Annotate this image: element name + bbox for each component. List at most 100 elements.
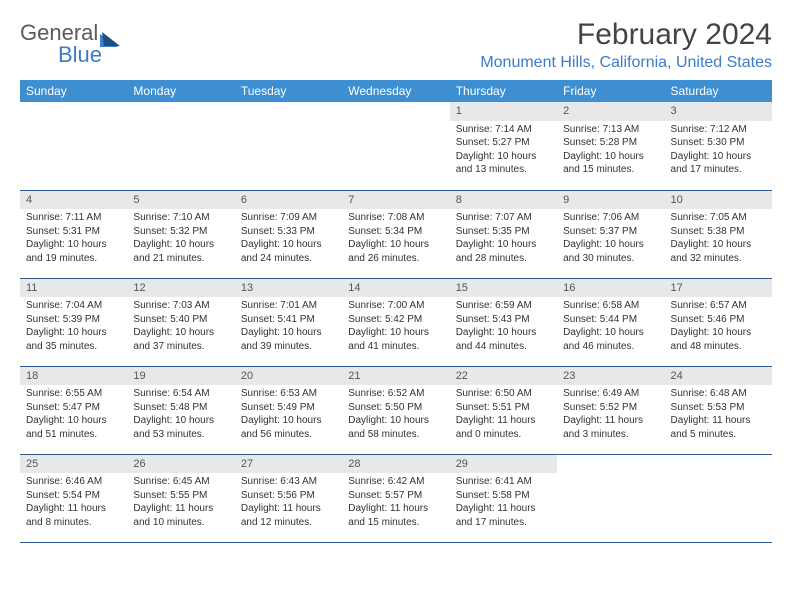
calendar-cell: 7Sunrise: 7:08 AMSunset: 5:34 PMDaylight…	[342, 190, 449, 278]
day-details: Sunrise: 7:05 AMSunset: 5:38 PMDaylight:…	[665, 209, 772, 269]
calendar-cell: 17Sunrise: 6:57 AMSunset: 5:46 PMDayligh…	[665, 278, 772, 366]
day-header: Thursday	[450, 80, 557, 102]
calendar-cell	[665, 454, 772, 542]
day-number: 5	[127, 191, 234, 210]
day-details: Sunrise: 7:13 AMSunset: 5:28 PMDaylight:…	[557, 121, 664, 181]
day-header-row: SundayMondayTuesdayWednesdayThursdayFrid…	[20, 80, 772, 102]
day-details: Sunrise: 7:08 AMSunset: 5:34 PMDaylight:…	[342, 209, 449, 269]
calendar-cell: 16Sunrise: 6:58 AMSunset: 5:44 PMDayligh…	[557, 278, 664, 366]
calendar-cell: 15Sunrise: 6:59 AMSunset: 5:43 PMDayligh…	[450, 278, 557, 366]
day-details: Sunrise: 7:00 AMSunset: 5:42 PMDaylight:…	[342, 297, 449, 357]
day-details: Sunrise: 6:59 AMSunset: 5:43 PMDaylight:…	[450, 297, 557, 357]
calendar-week: 11Sunrise: 7:04 AMSunset: 5:39 PMDayligh…	[20, 278, 772, 366]
calendar-cell	[235, 102, 342, 190]
day-details: Sunrise: 7:03 AMSunset: 5:40 PMDaylight:…	[127, 297, 234, 357]
day-header: Saturday	[665, 80, 772, 102]
calendar-cell: 21Sunrise: 6:52 AMSunset: 5:50 PMDayligh…	[342, 366, 449, 454]
day-number: 23	[557, 367, 664, 386]
calendar-cell: 23Sunrise: 6:49 AMSunset: 5:52 PMDayligh…	[557, 366, 664, 454]
day-number: 7	[342, 191, 449, 210]
day-details: Sunrise: 6:54 AMSunset: 5:48 PMDaylight:…	[127, 385, 234, 445]
brand-triangle-icon	[100, 31, 120, 46]
day-details: Sunrise: 6:52 AMSunset: 5:50 PMDaylight:…	[342, 385, 449, 445]
calendar-cell: 4Sunrise: 7:11 AMSunset: 5:31 PMDaylight…	[20, 190, 127, 278]
day-number: 14	[342, 279, 449, 298]
calendar-cell: 13Sunrise: 7:01 AMSunset: 5:41 PMDayligh…	[235, 278, 342, 366]
calendar-cell: 1Sunrise: 7:14 AMSunset: 5:27 PMDaylight…	[450, 102, 557, 190]
calendar-head: SundayMondayTuesdayWednesdayThursdayFrid…	[20, 80, 772, 102]
day-number: 9	[557, 191, 664, 210]
calendar-cell: 25Sunrise: 6:46 AMSunset: 5:54 PMDayligh…	[20, 454, 127, 542]
calendar-cell: 2Sunrise: 7:13 AMSunset: 5:28 PMDaylight…	[557, 102, 664, 190]
calendar-cell	[342, 102, 449, 190]
day-number: 1	[450, 102, 557, 121]
day-number: 15	[450, 279, 557, 298]
calendar-cell: 19Sunrise: 6:54 AMSunset: 5:48 PMDayligh…	[127, 366, 234, 454]
day-number: 13	[235, 279, 342, 298]
calendar-cell: 14Sunrise: 7:00 AMSunset: 5:42 PMDayligh…	[342, 278, 449, 366]
day-number: 6	[235, 191, 342, 210]
day-number: 10	[665, 191, 772, 210]
day-header: Sunday	[20, 80, 127, 102]
day-details: Sunrise: 7:04 AMSunset: 5:39 PMDaylight:…	[20, 297, 127, 357]
day-details: Sunrise: 7:12 AMSunset: 5:30 PMDaylight:…	[665, 121, 772, 181]
location-text: Monument Hills, California, United State…	[480, 54, 772, 72]
day-number: 17	[665, 279, 772, 298]
calendar-week: 18Sunrise: 6:55 AMSunset: 5:47 PMDayligh…	[20, 366, 772, 454]
day-number: 24	[665, 367, 772, 386]
calendar-cell: 29Sunrise: 6:41 AMSunset: 5:58 PMDayligh…	[450, 454, 557, 542]
day-header: Friday	[557, 80, 664, 102]
calendar-cell: 6Sunrise: 7:09 AMSunset: 5:33 PMDaylight…	[235, 190, 342, 278]
calendar-cell: 27Sunrise: 6:43 AMSunset: 5:56 PMDayligh…	[235, 454, 342, 542]
month-title: February 2024	[480, 18, 772, 52]
day-header: Monday	[127, 80, 234, 102]
day-header: Wednesday	[342, 80, 449, 102]
day-number: 27	[235, 455, 342, 474]
calendar-cell: 9Sunrise: 7:06 AMSunset: 5:37 PMDaylight…	[557, 190, 664, 278]
day-details: Sunrise: 7:11 AMSunset: 5:31 PMDaylight:…	[20, 209, 127, 269]
day-number: 8	[450, 191, 557, 210]
day-number: 19	[127, 367, 234, 386]
calendar-cell: 11Sunrise: 7:04 AMSunset: 5:39 PMDayligh…	[20, 278, 127, 366]
calendar-cell: 3Sunrise: 7:12 AMSunset: 5:30 PMDaylight…	[665, 102, 772, 190]
day-details: Sunrise: 6:48 AMSunset: 5:53 PMDaylight:…	[665, 385, 772, 445]
calendar-week: 4Sunrise: 7:11 AMSunset: 5:31 PMDaylight…	[20, 190, 772, 278]
day-number: 22	[450, 367, 557, 386]
calendar-cell	[127, 102, 234, 190]
calendar-cell: 10Sunrise: 7:05 AMSunset: 5:38 PMDayligh…	[665, 190, 772, 278]
calendar-cell: 24Sunrise: 6:48 AMSunset: 5:53 PMDayligh…	[665, 366, 772, 454]
day-details: Sunrise: 6:43 AMSunset: 5:56 PMDaylight:…	[235, 473, 342, 533]
calendar-cell: 20Sunrise: 6:53 AMSunset: 5:49 PMDayligh…	[235, 366, 342, 454]
day-details: Sunrise: 6:45 AMSunset: 5:55 PMDaylight:…	[127, 473, 234, 533]
day-details: Sunrise: 6:53 AMSunset: 5:49 PMDaylight:…	[235, 385, 342, 445]
day-number: 29	[450, 455, 557, 474]
day-number: 21	[342, 367, 449, 386]
brand-part2: Blue	[58, 42, 102, 68]
calendar-week: 1Sunrise: 7:14 AMSunset: 5:27 PMDaylight…	[20, 102, 772, 190]
day-details: Sunrise: 6:58 AMSunset: 5:44 PMDaylight:…	[557, 297, 664, 357]
day-details: Sunrise: 6:49 AMSunset: 5:52 PMDaylight:…	[557, 385, 664, 445]
day-number: 26	[127, 455, 234, 474]
calendar-table: SundayMondayTuesdayWednesdayThursdayFrid…	[20, 80, 772, 543]
day-number: 4	[20, 191, 127, 210]
day-details: Sunrise: 7:09 AMSunset: 5:33 PMDaylight:…	[235, 209, 342, 269]
day-number: 3	[665, 102, 772, 121]
day-details: Sunrise: 6:50 AMSunset: 5:51 PMDaylight:…	[450, 385, 557, 445]
calendar-cell: 8Sunrise: 7:07 AMSunset: 5:35 PMDaylight…	[450, 190, 557, 278]
day-details: Sunrise: 7:14 AMSunset: 5:27 PMDaylight:…	[450, 121, 557, 181]
day-number: 11	[20, 279, 127, 298]
calendar-cell: 26Sunrise: 6:45 AMSunset: 5:55 PMDayligh…	[127, 454, 234, 542]
day-number: 28	[342, 455, 449, 474]
day-details: Sunrise: 6:42 AMSunset: 5:57 PMDaylight:…	[342, 473, 449, 533]
day-number: 16	[557, 279, 664, 298]
day-details: Sunrise: 7:07 AMSunset: 5:35 PMDaylight:…	[450, 209, 557, 269]
day-details: Sunrise: 7:01 AMSunset: 5:41 PMDaylight:…	[235, 297, 342, 357]
day-details: Sunrise: 7:10 AMSunset: 5:32 PMDaylight:…	[127, 209, 234, 269]
day-header: Tuesday	[235, 80, 342, 102]
calendar-week: 25Sunrise: 6:46 AMSunset: 5:54 PMDayligh…	[20, 454, 772, 542]
day-number: 18	[20, 367, 127, 386]
day-details: Sunrise: 6:55 AMSunset: 5:47 PMDaylight:…	[20, 385, 127, 445]
day-details: Sunrise: 6:41 AMSunset: 5:58 PMDaylight:…	[450, 473, 557, 533]
day-number: 25	[20, 455, 127, 474]
calendar-cell: 5Sunrise: 7:10 AMSunset: 5:32 PMDaylight…	[127, 190, 234, 278]
